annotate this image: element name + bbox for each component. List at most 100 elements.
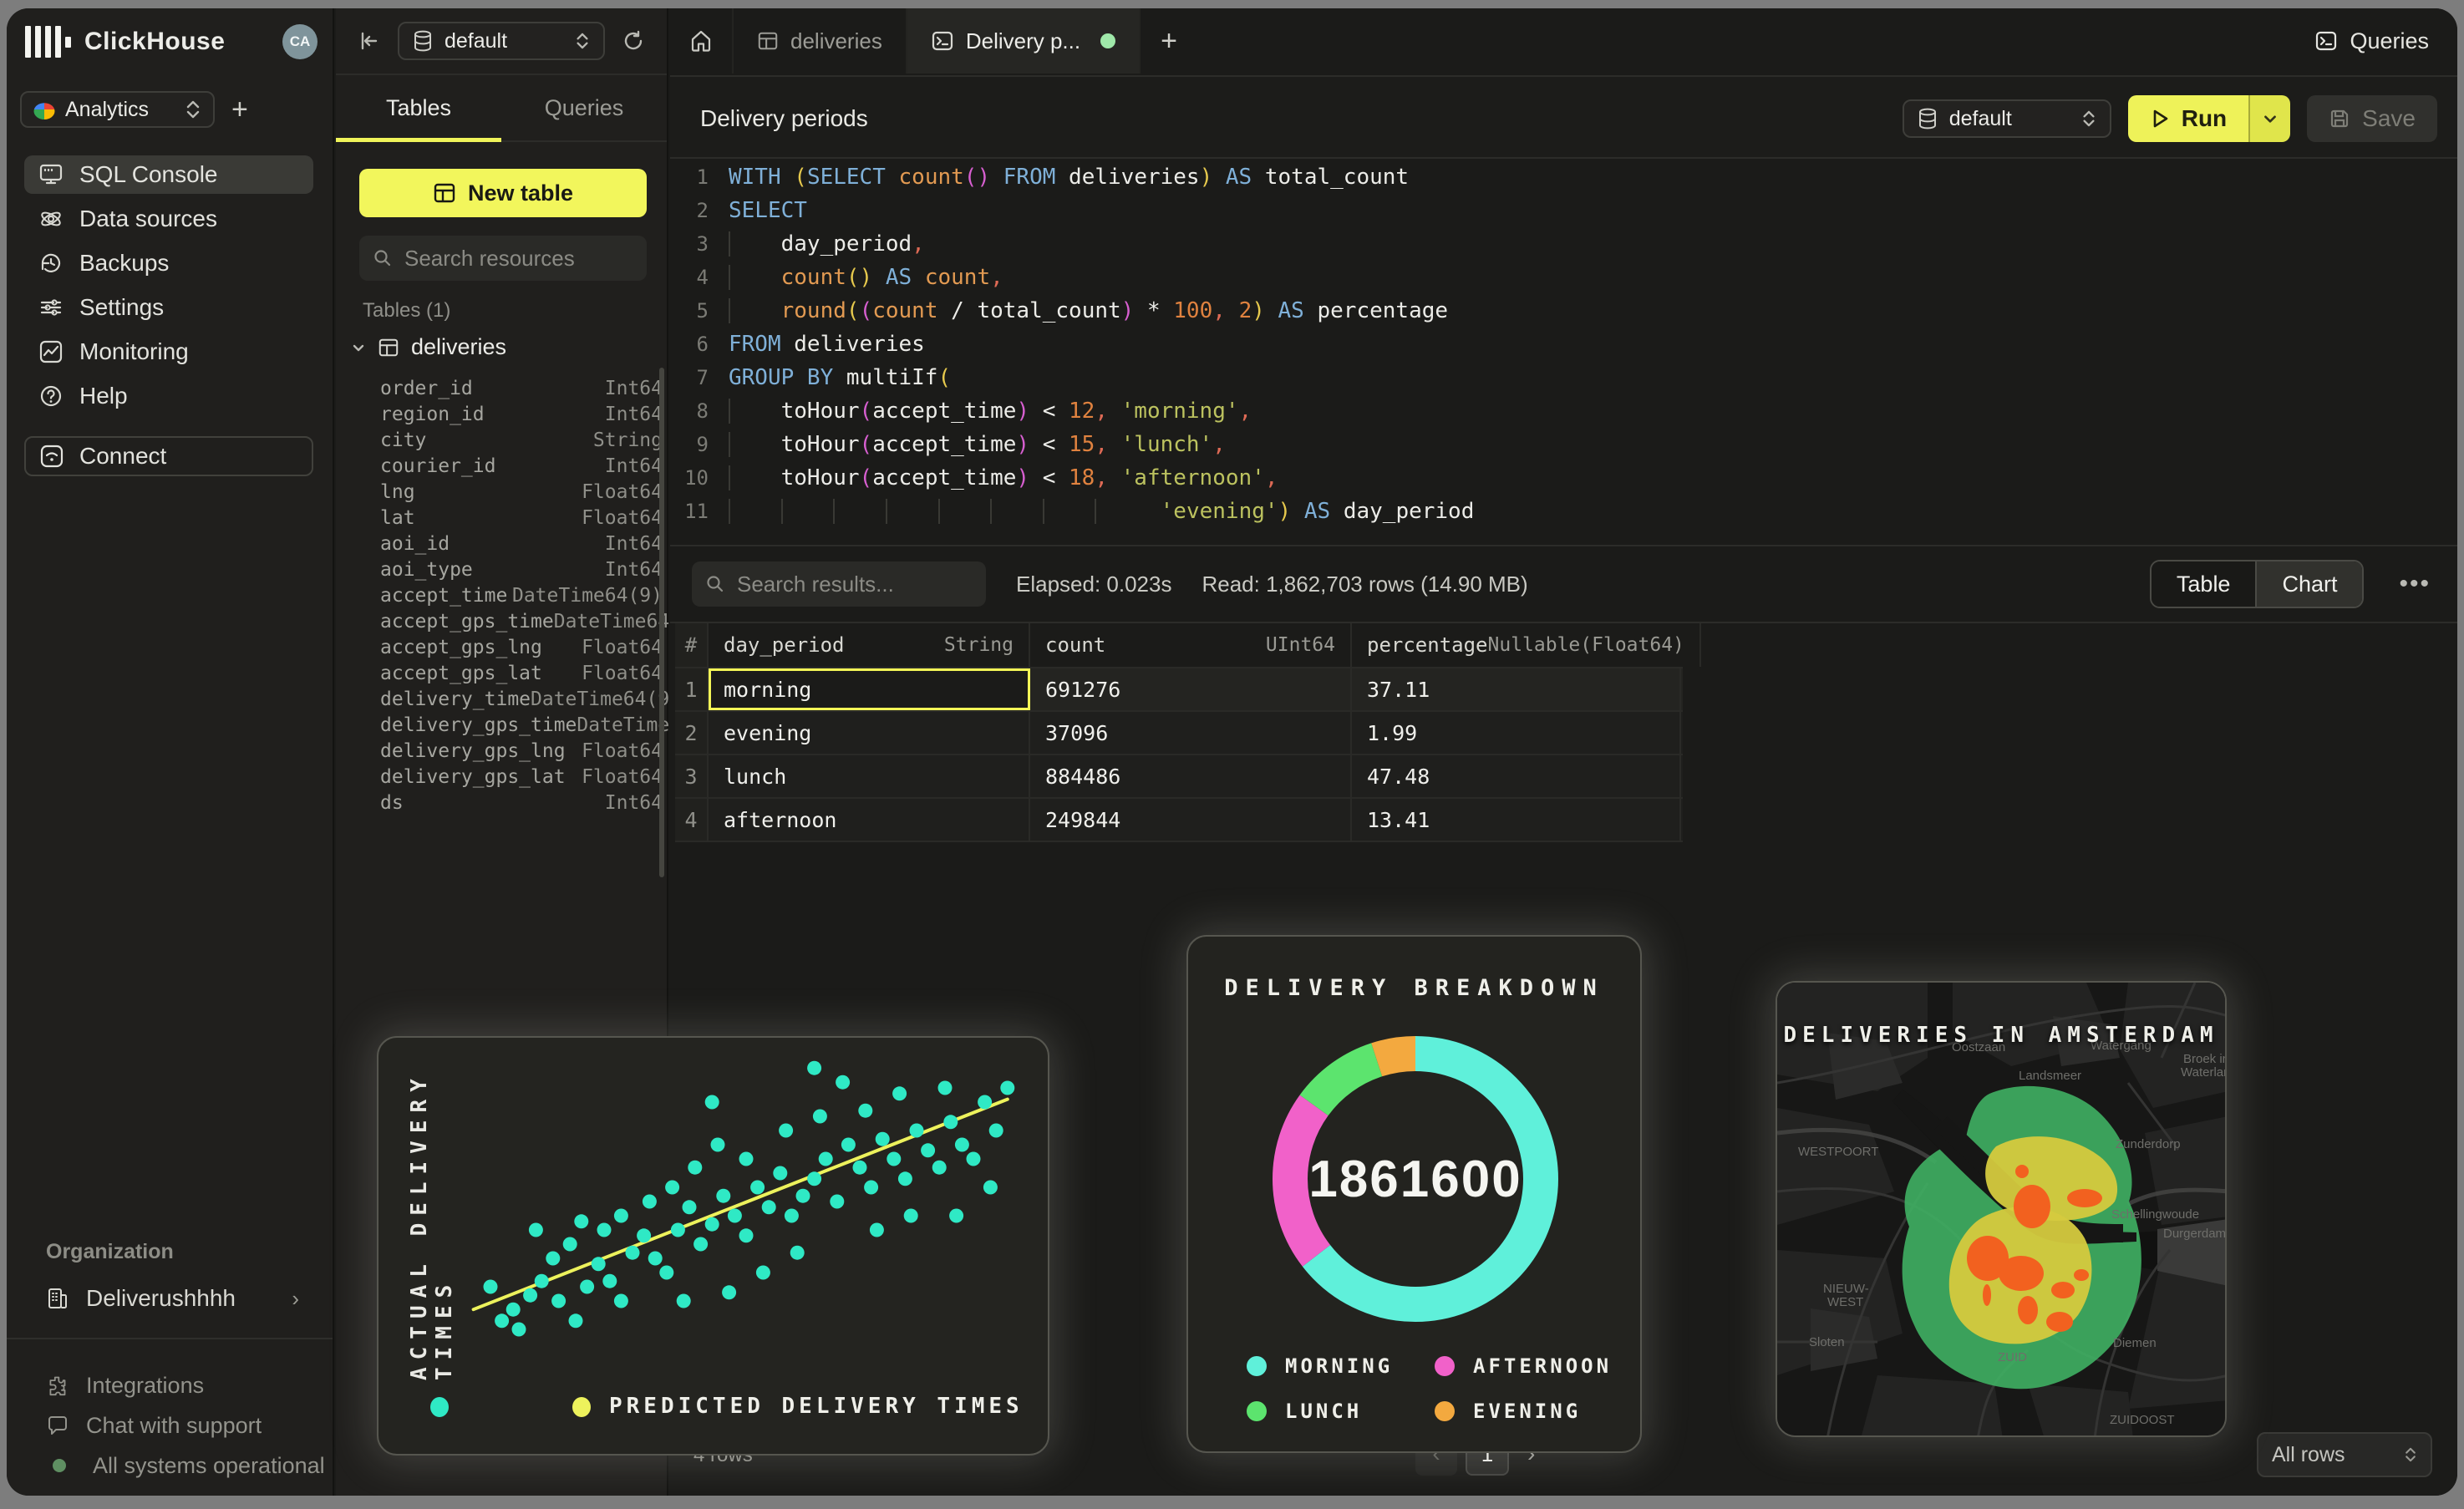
tab-delivery-periods[interactable]: Delivery p... bbox=[907, 8, 1141, 74]
column-header-count[interactable]: count UInt64 bbox=[1030, 623, 1352, 667]
code-line[interactable]: 1 WITH (SELECT count() FROM deliveries) A… bbox=[670, 160, 2457, 194]
tab-tables[interactable]: Tables bbox=[336, 75, 501, 142]
code-line[interactable]: 6 FROM deliveries bbox=[670, 328, 2457, 361]
column-header-percentage[interactable]: percentage Nullable(Float64) bbox=[1352, 623, 1701, 667]
table-cell[interactable]: 47.48 bbox=[1352, 755, 1681, 797]
page-size-select[interactable]: All rows bbox=[2257, 1432, 2432, 1477]
tab-queries[interactable]: Queries bbox=[544, 94, 624, 120]
schema-column[interactable]: order_id Int64 bbox=[380, 378, 663, 399]
schema-column[interactable]: aoi_id Int64 bbox=[380, 533, 663, 555]
workspace-selector[interactable]: Analytics bbox=[20, 91, 215, 128]
editor-database-selector[interactable]: default bbox=[1902, 99, 2111, 138]
schema-column[interactable]: accept_gps_lng Float64 bbox=[380, 637, 663, 658]
new-table-button[interactable]: New table bbox=[359, 169, 647, 217]
view-toggle-table[interactable]: Table bbox=[2151, 561, 2256, 607]
code-line[interactable]: 8 toHour(accept_time) < 12, 'morning', bbox=[670, 394, 2457, 428]
schema-column[interactable]: accept_time DateTime64(9) bbox=[380, 585, 663, 607]
column-header-day_period[interactable]: day_period String bbox=[709, 623, 1030, 667]
table-cell[interactable]: 884486 bbox=[1030, 755, 1352, 797]
status-text: All systems operational bbox=[93, 1452, 325, 1478]
table-cell[interactable]: 37.11 bbox=[1352, 668, 1681, 710]
schema-column[interactable]: city String bbox=[380, 429, 663, 451]
queries-button[interactable]: Queries bbox=[2286, 8, 2457, 74]
map-place-label: Schellingwoude bbox=[2111, 1207, 2199, 1222]
row-number: 2 bbox=[675, 712, 709, 754]
integrations-link[interactable]: Integrations bbox=[46, 1370, 204, 1400]
sql-editor[interactable]: 1 WITH (SELECT count() FROM deliveries) A… bbox=[670, 160, 2457, 545]
code-line[interactable]: 2 SELECT bbox=[670, 194, 2457, 227]
scrollbar[interactable] bbox=[659, 368, 664, 877]
view-toggle-chart[interactable]: Chart bbox=[2255, 561, 2363, 607]
save-button[interactable]: Save bbox=[2307, 95, 2437, 142]
schema-column[interactable]: lat Float64 bbox=[380, 507, 663, 529]
line-number: 10 bbox=[684, 466, 709, 490]
sidebar-nav: SQL Console Data sources Backups Settings Mo… bbox=[24, 155, 313, 415]
run-button[interactable]: Run bbox=[2127, 95, 2249, 142]
donut-title: DELIVERY BREAKDOWN bbox=[1224, 975, 1604, 1001]
schema-column[interactable]: ds Int64 bbox=[380, 792, 663, 814]
sidebar-item-sql-console[interactable]: SQL Console bbox=[24, 155, 313, 194]
database-selector[interactable]: default bbox=[398, 22, 605, 60]
chat-support-link[interactable]: Chat with support bbox=[46, 1410, 262, 1440]
schema-column[interactable]: region_id Int64 bbox=[380, 404, 663, 425]
avatar[interactable]: CA bbox=[282, 24, 318, 59]
search-results-input[interactable]: Search results... bbox=[692, 561, 986, 607]
heat-zones bbox=[1892, 1085, 2141, 1390]
collapse-sidebar-icon[interactable] bbox=[358, 29, 381, 53]
table-cell[interactable]: morning bbox=[709, 668, 1030, 710]
table-cell[interactable]: afternoon bbox=[709, 799, 1030, 841]
code-line[interactable]: 10 toHour(accept_time) < 18, 'afternoon'… bbox=[670, 461, 2457, 495]
sidebar-item-data-sources[interactable]: Data sources bbox=[24, 200, 313, 238]
system-status[interactable]: All systems operational bbox=[46, 1451, 325, 1481]
backups-icon bbox=[38, 251, 64, 276]
editor-toolbar: Delivery periods default bbox=[670, 75, 2457, 159]
table-tree-item[interactable]: deliveries bbox=[351, 334, 506, 360]
organization-item[interactable]: Deliverushhhh › bbox=[46, 1282, 299, 1315]
schema-column[interactable]: delivery_gps_time DateTime64 bbox=[380, 714, 693, 736]
add-workspace-button[interactable]: + bbox=[231, 94, 248, 125]
code-line[interactable]: 9 toHour(accept_time) < 15, 'lunch', bbox=[670, 428, 2457, 461]
sidebar-item-monitoring[interactable]: Monitoring bbox=[24, 333, 313, 371]
code-line[interactable]: 7 GROUP BY multiIf( bbox=[670, 361, 2457, 394]
schema-column[interactable]: accept_gps_lat Float64 bbox=[380, 663, 663, 684]
code-line[interactable]: 3 day_period, bbox=[670, 227, 2457, 261]
table-cell[interactable]: 691276 bbox=[1030, 668, 1352, 710]
search-resources-input[interactable]: Search resources bbox=[359, 236, 647, 281]
schema-column[interactable]: aoi_type Int64 bbox=[380, 559, 663, 581]
table-cell[interactable]: 249844 bbox=[1030, 799, 1352, 841]
table-cell[interactable]: 1.99 bbox=[1352, 712, 1681, 754]
map-place-label: Oostzaan bbox=[1952, 1040, 2005, 1054]
table-cell[interactable]: 37096 bbox=[1030, 712, 1352, 754]
schema-column[interactable]: accept_gps_time DateTime64(9 bbox=[380, 611, 693, 633]
results-footer: 4 rows ‹ 1 › All rows bbox=[670, 1432, 2457, 1482]
schema-column[interactable]: lng Float64 bbox=[380, 481, 663, 503]
sidebar-item-backups[interactable]: Backups bbox=[24, 244, 313, 282]
connect-button[interactable]: Connect bbox=[24, 436, 313, 476]
map-place-label: Broek in bbox=[2183, 1052, 2227, 1066]
donut-legend-item: AFTERNOON bbox=[1435, 1354, 1612, 1378]
refresh-icon[interactable] bbox=[622, 29, 645, 53]
database-icon bbox=[1918, 108, 1938, 130]
next-page-button[interactable]: › bbox=[1527, 1440, 1536, 1466]
schema-column[interactable]: delivery_time DateTime64(9) bbox=[380, 688, 682, 710]
code-line[interactable]: 4 count() AS count, bbox=[670, 261, 2457, 294]
tab-home[interactable] bbox=[670, 8, 734, 74]
sidebar-item-settings[interactable]: Settings bbox=[24, 288, 313, 327]
chevron-updown-icon bbox=[2081, 109, 2096, 129]
schema-column[interactable]: delivery_gps_lat Float64 bbox=[380, 766, 663, 788]
table-cell[interactable]: lunch bbox=[709, 755, 1030, 797]
schema-column[interactable]: courier_id Int64 bbox=[380, 455, 663, 477]
code-line[interactable]: 5 round((count / total_count) * 100, 2) … bbox=[670, 294, 2457, 328]
legend-dot-icon bbox=[1247, 1401, 1267, 1421]
tab-deliveries[interactable]: deliveries bbox=[734, 8, 907, 74]
new-tab-button[interactable]: + bbox=[1161, 24, 1177, 57]
run-options-button[interactable] bbox=[2248, 95, 2291, 142]
table-cell[interactable]: 13.41 bbox=[1352, 799, 1681, 841]
legend-dot-icon bbox=[1435, 1401, 1455, 1421]
clickhouse-logo-icon bbox=[25, 25, 71, 58]
code-line[interactable]: 11 'evening') AS day_period bbox=[670, 495, 2457, 528]
more-options-icon[interactable]: ••• bbox=[2399, 570, 2431, 597]
schema-column[interactable]: delivery_gps_lng Float64 bbox=[380, 740, 663, 762]
table-cell[interactable]: evening bbox=[709, 712, 1030, 754]
sidebar-item-help[interactable]: Help bbox=[24, 377, 313, 415]
